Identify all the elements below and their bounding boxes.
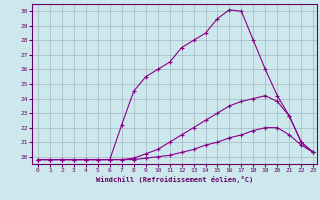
X-axis label: Windchill (Refroidissement éolien,°C): Windchill (Refroidissement éolien,°C) <box>96 176 253 183</box>
